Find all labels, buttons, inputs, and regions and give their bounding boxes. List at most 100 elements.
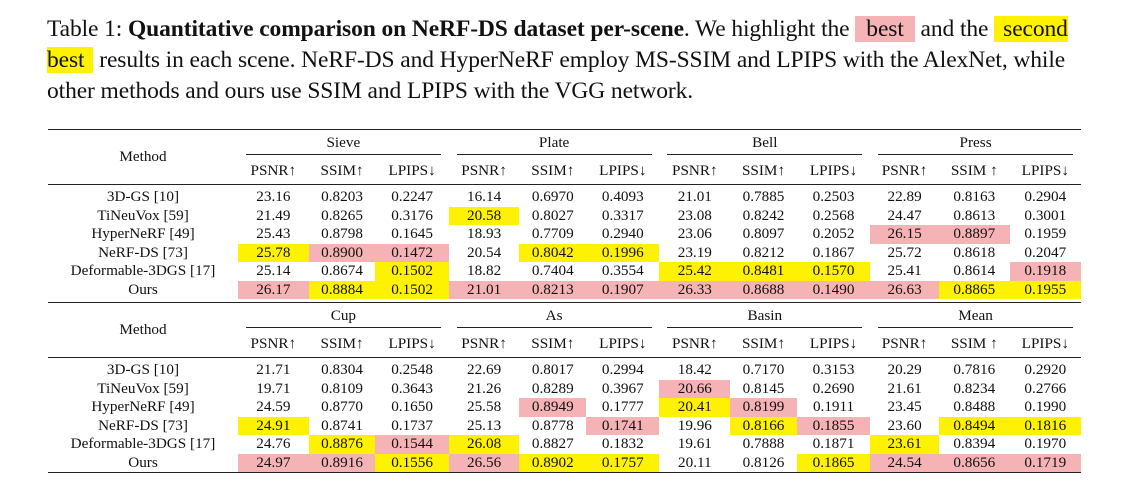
header-rule: [48, 184, 1081, 188]
second-best-cell: 0.1570: [796, 262, 871, 281]
value-cell: 0.3176: [391, 206, 433, 224]
value-cell: 0.8770: [321, 398, 363, 415]
scene-header: Basin: [659, 302, 871, 331]
value-cell: 0.7888: [742, 435, 785, 452]
value-cell: 0.3317: [601, 206, 644, 224]
best-cell: 0.8897: [938, 225, 1010, 244]
best-cell: 0.1918: [1009, 262, 1081, 281]
value-cell: 19.96: [677, 416, 712, 434]
method-header: Method: [48, 129, 238, 185]
metric-header: LPIPS↓: [809, 162, 858, 179]
second-best-cell: 0.1865: [796, 453, 871, 473]
metric-header: PSNR↑: [250, 162, 297, 179]
value-cell: 0.1777: [601, 398, 644, 415]
metric-header: SSIM↑: [531, 335, 575, 352]
best-cell: 26.33: [659, 280, 731, 299]
second-best-cell: 0.8042: [519, 243, 587, 262]
second-best-cell: 0.1502: [375, 262, 449, 281]
best-cell: 0.8213: [519, 280, 587, 299]
second-best-cell: 0.1556: [375, 453, 449, 473]
table-row: NeRF-DS [73] 24.91 0.8741 0.1737 25.13 0.8778…: [48, 416, 1081, 435]
table-row: TiNeuVox [59] 21.49 0.8265 0.3176 20.58 0.802…: [48, 206, 1081, 225]
value-cell: 0.2940: [601, 225, 644, 242]
value-cell: 0.8097: [742, 225, 785, 242]
best-cell: 0.1907: [586, 280, 660, 299]
second-best-cell: 20.58: [448, 206, 520, 225]
value-cell: 0.1990: [1024, 398, 1067, 415]
metric-header: PSNR↑: [672, 162, 718, 179]
best-cell: 0.8199: [730, 398, 797, 417]
value-cell: 0.2503: [812, 188, 855, 205]
scene-name: Basin: [667, 307, 863, 328]
value-cell: 0.4093: [601, 188, 644, 205]
value-cell: 23.08: [677, 206, 712, 224]
value-cell: 0.2568: [812, 206, 855, 224]
value-cell: 0.8674: [321, 262, 363, 279]
scene-header: Cup: [238, 302, 449, 331]
metric-header: PSNR↑: [250, 335, 297, 352]
table-row: TiNeuVox [59] 19.71 0.8109 0.3643 21.26 0.828…: [48, 379, 1081, 398]
value-cell: 25.41: [887, 262, 922, 279]
value-cell: 18.42: [677, 361, 712, 378]
value-cell: 0.8394: [953, 435, 996, 452]
value-cell: 24.76: [256, 435, 291, 452]
table-row: Ours 24.97 0.8916 0.1556 26.56 0.8902 0.1757 20…: [48, 453, 1081, 473]
metric-header: PSNR↑: [461, 162, 507, 179]
best-cell: 0.8949: [519, 398, 587, 417]
value-cell: 0.7709: [531, 225, 574, 242]
value-cell: 0.3153: [812, 361, 855, 378]
value-cell: 0.8289: [531, 379, 574, 397]
second-best-cell: 0.8902: [519, 453, 587, 473]
method-name: NeRF-DS [73]: [98, 243, 188, 261]
method-name: Deformable-3DGS [17]: [70, 435, 216, 452]
best-cell: 24.97: [238, 453, 309, 473]
second-best-cell: 0.1757: [586, 453, 660, 473]
metric-header: LPIPS↓: [809, 335, 858, 352]
best-cell: 0.1741: [586, 416, 660, 435]
value-cell: 0.8027: [531, 206, 574, 224]
best-cell: 0.8916: [308, 453, 376, 473]
value-cell: 0.2548: [391, 361, 433, 378]
second-best-cell: 25.78: [238, 243, 309, 262]
second-best-cell: 0.8481: [730, 262, 797, 281]
value-cell: 0.8614: [953, 262, 996, 279]
value-cell: 0.7816: [953, 361, 996, 378]
value-cell: 0.2047: [1024, 243, 1067, 261]
value-cell: 0.8109: [321, 379, 363, 397]
value-cell: 25.13: [466, 416, 502, 434]
table-row: NeRF-DS [73] 25.78 0.8900 0.1472 20.54 0.8042…: [48, 243, 1081, 262]
metric-header: SSIM↑: [320, 335, 364, 352]
scene-name: As: [456, 307, 652, 328]
best-cell: 0.1719: [1009, 453, 1081, 473]
scene-header-row: Method Cup As Basin Mean: [48, 302, 1081, 358]
value-cell: 0.2247: [391, 188, 433, 205]
table-row: HyperNeRF [49] 24.59 0.8770 0.1650 25.58 0.89…: [48, 398, 1081, 417]
value-cell: 24.59: [256, 398, 291, 415]
value-cell: 23.60: [887, 416, 922, 434]
value-cell: 0.2920: [1024, 361, 1067, 378]
best-cell: 21.01: [448, 280, 520, 299]
value-cell: 0.8234: [953, 379, 996, 397]
second-best-cell: 26.08: [448, 435, 520, 454]
value-cell: 0.2690: [812, 379, 855, 397]
value-cell: 0.1832: [601, 435, 644, 452]
scene-name: Mean: [878, 307, 1074, 328]
scene-name: Press: [878, 134, 1074, 155]
value-cell: 0.8242: [742, 206, 785, 224]
second-best-cell: 0.8876: [308, 435, 376, 454]
value-cell: 0.7170: [742, 361, 785, 378]
metric-header: LPIPS↓: [1021, 162, 1069, 179]
method-name: 3D-GS [10]: [106, 188, 180, 205]
value-cell: 0.1959: [1024, 225, 1067, 242]
metric-header: SSIM ↑: [950, 335, 998, 352]
best-cell: 0.1855: [796, 416, 871, 435]
value-cell: 21.49: [256, 206, 291, 224]
metric-header: PSNR↑: [881, 335, 928, 352]
value-cell: 0.8145: [742, 379, 785, 397]
table-row: Deformable-3DGS [17] 24.76 0.8876 0.1544 26.…: [48, 435, 1081, 454]
method-name: NeRF-DS [73]: [98, 416, 188, 434]
second-best-cell: 0.8166: [730, 416, 797, 435]
metric-header: LPIPS↓: [599, 162, 647, 179]
value-cell: 0.2904: [1024, 188, 1067, 205]
value-cell: 18.93: [466, 225, 502, 242]
